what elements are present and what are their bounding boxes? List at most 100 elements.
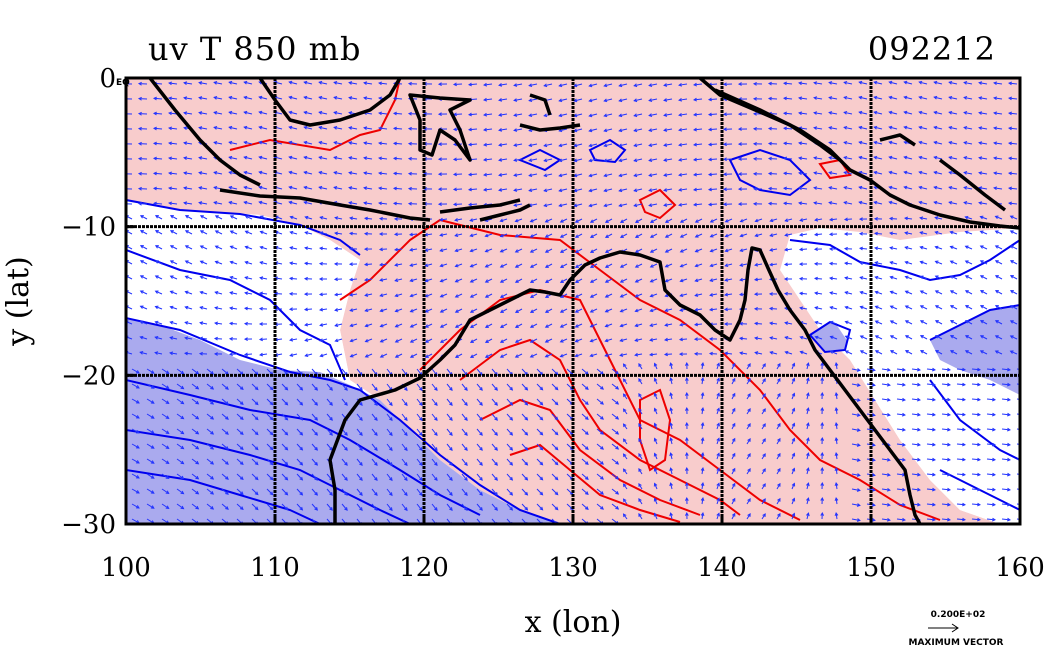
wind-arrowhead [554,446,559,451]
wind-arrowhead [139,305,144,309]
wind-arrow [221,368,229,375]
wind-arrowhead [407,81,412,86]
wind-arrowhead [615,445,620,450]
wind-arrowhead [135,415,140,419]
wind-arrowhead [169,260,174,264]
wind-arrowhead [454,279,459,283]
wind-arrowhead [228,352,233,357]
wind-arrow [476,443,483,451]
wind-arrowhead [169,275,174,279]
wind-arrow [236,413,244,420]
wind-arrowhead [498,83,503,87]
wind-arrowhead [244,215,249,219]
wind-arrowhead [168,156,173,161]
wind-arrowhead [319,307,324,312]
wind-arrow [724,352,733,355]
wind-arrow [590,218,598,223]
wind-arrow [785,351,793,355]
wind-arrow [725,263,733,267]
wind-arrowhead [859,276,864,280]
wind-arrow [693,128,703,131]
coast-lesser-sunda [439,198,521,214]
wind-arrow [215,291,223,295]
wind-arrow [649,143,658,147]
wind-arrowhead [168,141,173,146]
wind-arrowhead [873,155,878,160]
wind-arrow [221,503,229,510]
wind-arrow [710,248,718,252]
wind-arrow [1016,413,1020,415]
wind-arrowhead [762,393,766,397]
wind-arrowhead [843,200,848,205]
wind-arrowhead [363,81,368,85]
wind-arrowhead [663,143,668,147]
wind-arrow [560,278,568,283]
wind-arrowhead [169,351,174,356]
wind-arrowhead [259,276,264,280]
wind-arrowhead [379,354,384,358]
wind-arrow [971,458,981,461]
wind-arrow [693,98,703,101]
wind-arrowhead [856,398,861,402]
wind-arrow [551,473,559,480]
wind-arrow [349,202,358,205]
wind-arrowhead [777,512,781,517]
wind-arrow [476,503,483,511]
wind-arrow [393,172,403,175]
wind-arrowhead [604,279,609,283]
wind-arrowhead [901,382,906,387]
wind-arrowhead [754,351,759,355]
wind-arrowhead [769,218,774,223]
wind-arrowhead [828,126,833,130]
wind-arrowhead [258,140,263,145]
wind-arrowhead [707,187,712,192]
wind-arrowhead [829,276,834,281]
wind-arrow [484,158,493,161]
wind-arrowhead [693,82,698,87]
wind-arrowhead [334,353,339,358]
wind-arrowhead [871,503,876,507]
wind-arrow [140,351,148,355]
wind-arrow [574,143,583,147]
wind-arrow [446,428,453,436]
wind-arrow [874,156,883,160]
wind-arrow [851,383,860,386]
wind-arrowhead [791,512,796,517]
wind-arrow [425,323,433,328]
wind-arrowhead [777,497,781,502]
wind-arrow [319,126,328,130]
wind-arrowhead [152,96,157,101]
wind-arrow [619,113,628,117]
wind-arrowhead [693,172,698,177]
wind-arrow [461,473,468,481]
wind-arrowhead [137,201,142,206]
wind-arrow [401,503,408,511]
wind-arrow [934,81,943,85]
wind-arrowhead [963,141,968,145]
wind-arrow [244,126,253,130]
wind-arrowhead [198,201,203,205]
wind-arrowhead [243,80,248,85]
wind-arrow [514,173,523,176]
wind-arrowhead [679,322,684,327]
wind-arrowhead [243,110,248,115]
wind-arrow [783,97,793,100]
wind-arrow [1008,127,1018,130]
wind-arrow [551,368,559,375]
wind-arrowhead [669,392,673,397]
wind-arrowhead [678,142,683,147]
wind-arrowhead [558,158,563,163]
wind-arrow [371,413,378,421]
wind-arrow [920,231,928,235]
wind-arrow [551,383,559,390]
wind-arrow [439,218,448,221]
wind-arrow [468,113,478,116]
x-tick-label: 160 [995,553,1045,583]
wind-arrowhead [150,415,155,419]
wind-arrowhead [359,462,363,466]
wind-arrowhead [499,264,504,268]
wind-arrow [611,398,619,405]
wind-arrowhead [573,203,578,208]
wind-arrowhead [991,472,996,477]
wind-arrow [536,383,543,391]
